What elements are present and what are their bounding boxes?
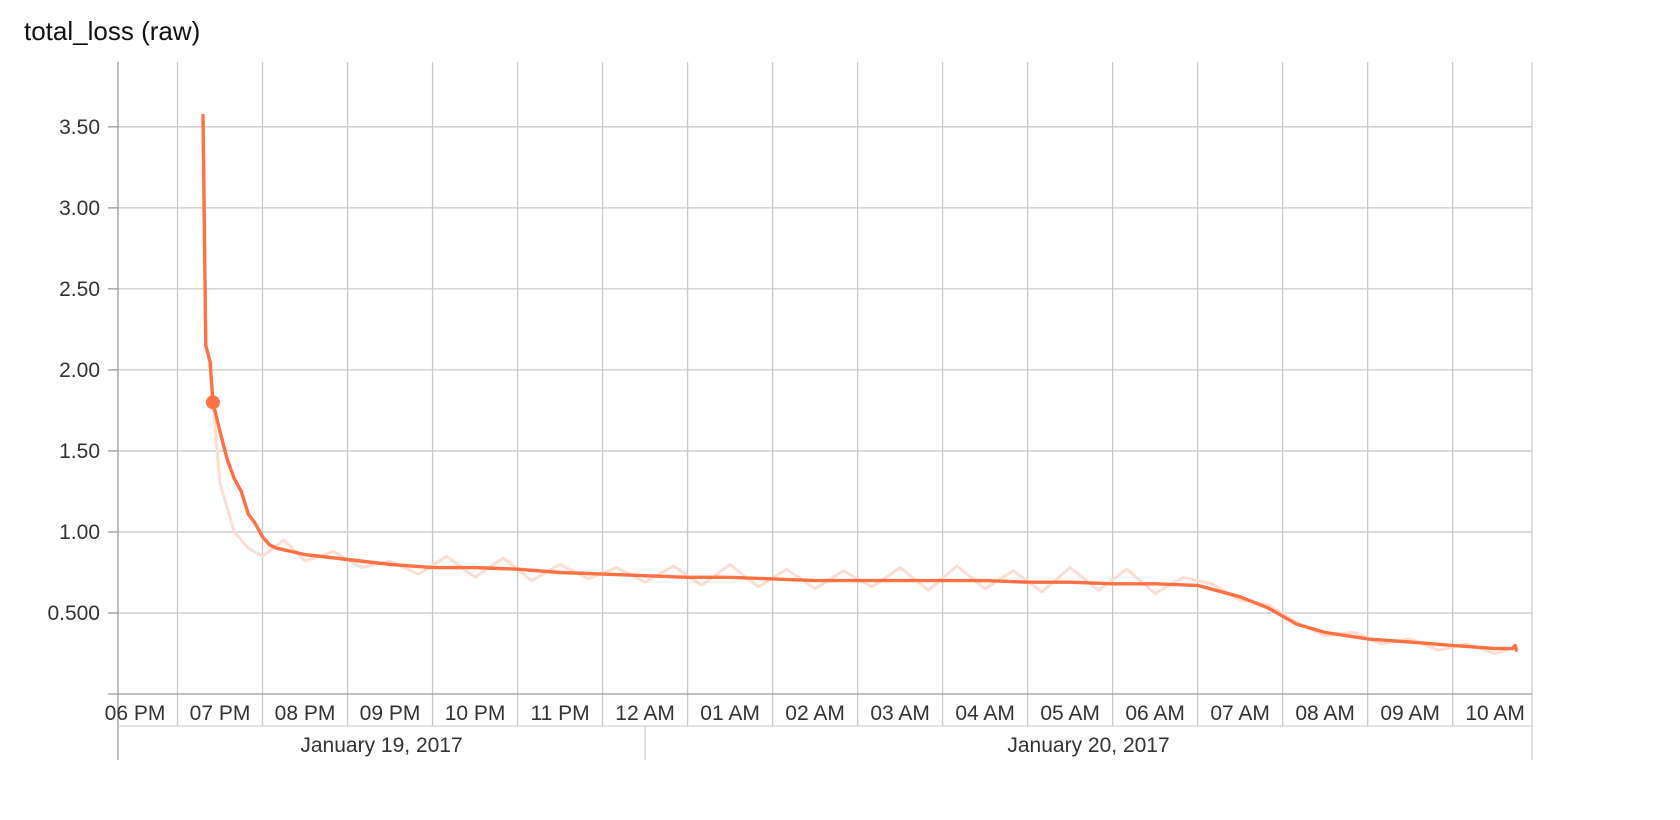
x-tick-label: 11 PM [530, 702, 589, 725]
x-tick-label: 02 AM [785, 702, 845, 725]
x-tick-label: 06 PM [105, 702, 166, 725]
y-tick-label: 2.50 [59, 278, 100, 301]
y-tick-label: 2.00 [59, 359, 100, 382]
x-tick-label: 09 PM [360, 702, 421, 725]
x-tick-label: 12 AM [615, 702, 675, 725]
x-tick-label: 08 PM [275, 702, 336, 725]
x-tick-label: 08 AM [1295, 702, 1355, 725]
highlight-point[interactable] [205, 395, 220, 410]
x-tick-label: 03 AM [870, 702, 930, 725]
x-tick-label: 10 AM [1465, 702, 1525, 725]
x-tick-label: 07 PM [190, 702, 251, 725]
x-tick-label: 01 AM [700, 702, 760, 725]
x-tick-label: 09 AM [1380, 702, 1440, 725]
x-tick-label: 07 AM [1210, 702, 1270, 725]
y-tick-label: 3.50 [59, 116, 100, 139]
date-label-day2: January 20, 2017 [1007, 734, 1169, 757]
y-tick-label: 1.00 [59, 521, 100, 544]
x-tick-label: 05 AM [1040, 702, 1100, 725]
chart-title: total_loss (raw) [24, 16, 200, 46]
grid-layer [108, 62, 1533, 760]
tick-label-layer: 0.500 1.00 1.50 2.00 2.50 3.00 3.50 06 PM 07 PM 0… [47, 116, 1524, 757]
x-tick-label: 06 AM [1125, 702, 1185, 725]
raw-series-line [211, 400, 1518, 655]
y-tick-label: 1.50 [59, 440, 100, 463]
y-tick-label: 0.500 [47, 602, 100, 625]
highlight-layer [205, 395, 220, 410]
smoothed-series-layer [201, 113, 1519, 652]
raw-series-layer [211, 400, 1518, 655]
x-tick-label: 10 PM [445, 702, 506, 725]
smoothed-series-line [201, 113, 1519, 652]
x-tick-label: 04 AM [955, 702, 1015, 725]
date-label-day1: January 19, 2017 [300, 734, 462, 757]
y-tick-label: 3.00 [59, 197, 100, 220]
